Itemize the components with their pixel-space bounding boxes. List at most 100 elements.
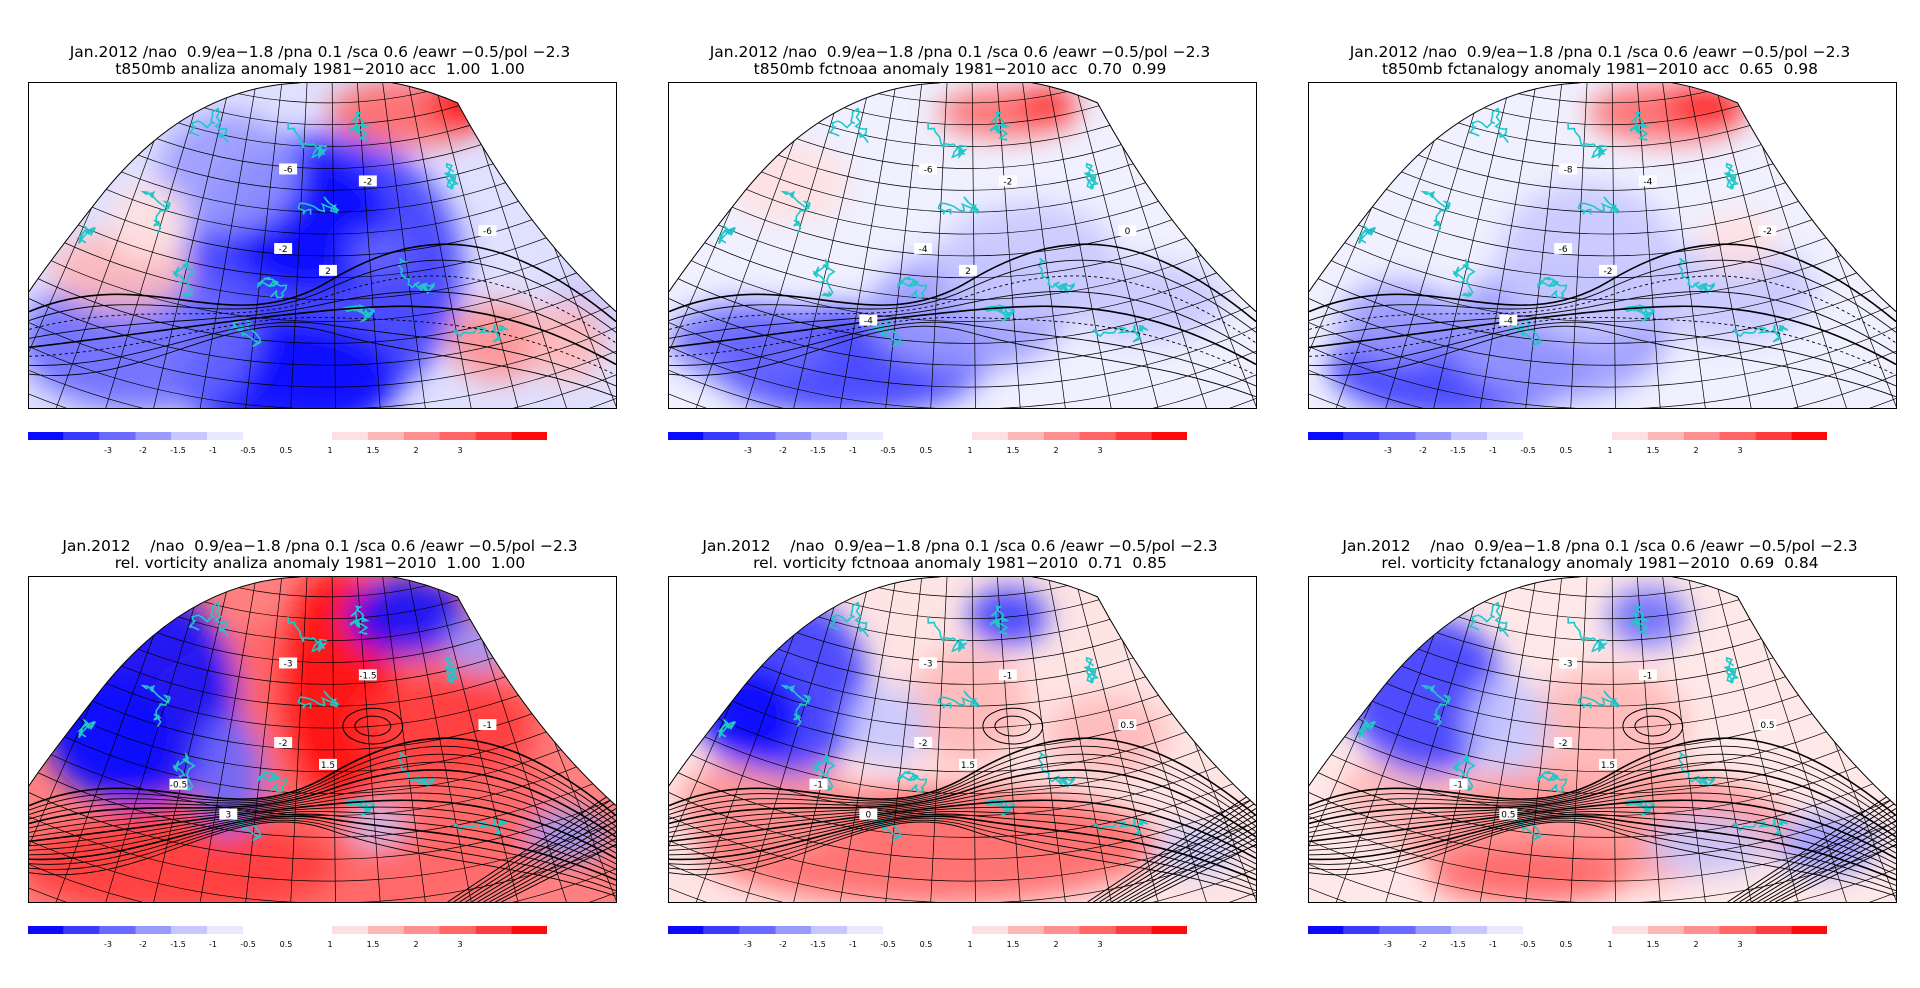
- svg-text:-4: -4: [1643, 177, 1652, 187]
- colorbar-swatch-negative: [775, 432, 812, 440]
- contour-label: -3: [919, 657, 938, 669]
- colorbar-swatch-positive: [1079, 926, 1116, 934]
- colorbar-swatch-negative: [28, 926, 64, 934]
- lat-lon-grid: [1309, 577, 1896, 902]
- colorbar-label: -1: [209, 446, 217, 455]
- colorbar-swatch-negative: [135, 926, 172, 934]
- panel-title-line1: Jan.2012 /nao 0.9/ea−1.8 /pna 0.1 /sca 0…: [62, 537, 578, 555]
- colorbar-swatch-positive: [1151, 432, 1187, 440]
- svg-text:-3: -3: [284, 659, 293, 669]
- contour-label: 2: [959, 264, 977, 277]
- map-panel: Jan.2012 /nao 0.9/ea−1.8 /pna 0.1 /sca 0…: [640, 0, 1280, 494]
- contour-label: -2: [1554, 737, 1573, 749]
- colorbar-swatch-positive: [367, 926, 404, 934]
- colorbar-label: -2: [779, 940, 787, 949]
- colorbar-label: -1: [209, 940, 217, 949]
- svg-text:-2: -2: [919, 739, 928, 749]
- contour-label: 1.5: [319, 758, 337, 771]
- svg-text:-2: -2: [363, 177, 372, 187]
- domain-edge: [669, 83, 1256, 312]
- svg-text:-1: -1: [483, 721, 492, 731]
- colorbar-label: -3: [744, 446, 752, 455]
- domain-edge: [1309, 83, 1896, 312]
- contour-label: -2: [274, 243, 293, 255]
- colorbar: -3 -2 -1.5 -1 -0.5 0.5 1 1.5 2 3: [28, 926, 617, 950]
- colorbar-swatch-negative: [703, 926, 740, 934]
- contour-label: -4: [1638, 175, 1657, 187]
- colorbar-swatch-negative: [1487, 926, 1523, 934]
- contour-label: -1: [998, 669, 1017, 681]
- contour-label: -2: [914, 737, 933, 749]
- colorbar-swatch-negative: [1308, 432, 1344, 440]
- colorbar-swatch-negative: [1308, 926, 1344, 934]
- contour-label: -6: [279, 163, 298, 175]
- colorbar-label: -0.5: [1520, 940, 1536, 949]
- colorbar-label: 0.5: [1559, 446, 1573, 455]
- colorbar-swatch-positive: [1647, 926, 1684, 934]
- coastlines: [1356, 601, 1789, 842]
- svg-text:0: 0: [1125, 227, 1131, 237]
- svg-text:-3: -3: [924, 659, 933, 669]
- domain-edge: [29, 577, 616, 806]
- colorbar-swatch-negative: [703, 432, 740, 440]
- colorbar-label: 3: [1737, 940, 1743, 949]
- map-svg: -6 -2 -2 -6 2: [29, 83, 616, 408]
- colorbar-swatch-negative: [28, 432, 64, 440]
- contour-label: -6: [478, 225, 497, 237]
- colorbar-label: 1.5: [1006, 446, 1020, 455]
- panel-title-line1: Jan.2012 /nao 0.9/ea−1.8 /pna 0.1 /sca 0…: [1342, 537, 1858, 555]
- colorbar-label: 2: [1693, 446, 1699, 455]
- domain-edge: [669, 577, 1256, 806]
- colorbar-swatch-positive: [1115, 926, 1152, 934]
- colorbar-label: 2: [1053, 446, 1059, 455]
- colorbar-swatch-positive: [972, 926, 1008, 934]
- colorbar-label: -1: [849, 446, 857, 455]
- colorbar-label: -1.5: [1450, 940, 1466, 949]
- colorbar-swatch-positive: [1043, 926, 1080, 934]
- svg-text:-2: -2: [1559, 739, 1568, 749]
- colorbar-svg: [28, 926, 547, 934]
- colorbar: -3 -2 -1.5 -1 -0.5 0.5 1 1.5 2 3: [668, 926, 1257, 950]
- colorbar-swatch-positive: [475, 926, 512, 934]
- colorbar-label: -0.5: [240, 940, 256, 949]
- svg-text:-1: -1: [814, 781, 823, 791]
- colorbar-swatch-positive: [1079, 432, 1116, 440]
- colorbar-label: 0.5: [919, 940, 933, 949]
- colorbar-label: 0.5: [919, 446, 933, 455]
- panel-title-line1: Jan.2012 /nao 0.9/ea−1.8 /pna 0.1 /sca 0…: [1349, 43, 1851, 61]
- svg-text:2: 2: [325, 267, 331, 277]
- contour-label: 0.5: [1118, 719, 1137, 731]
- colorbar-label: 3: [457, 940, 463, 949]
- colorbar-swatch-positive: [1683, 432, 1720, 440]
- colorbar-label: -1.5: [810, 446, 826, 455]
- colorbar-swatch-negative: [207, 432, 243, 440]
- colorbar-label: -0.5: [240, 446, 256, 455]
- map-frame: -3 -2 -1 0.5 1.5 0.5 -1: [1308, 576, 1897, 903]
- contour-lines: [1309, 243, 1896, 398]
- colorbar-svg: [28, 432, 547, 440]
- panel-title-line2: rel. vorticity analiza anomaly 1981−2010…: [114, 554, 526, 572]
- contour-lines: [29, 243, 616, 398]
- colorbar-label: 1: [327, 940, 333, 949]
- svg-text:-1: -1: [1454, 781, 1463, 791]
- svg-text:-2: -2: [1604, 267, 1613, 277]
- colorbar-label: -1: [849, 940, 857, 949]
- map-panel: Jan.2012 /nao 0.9/ea−1.8 /pna 0.1 /sca 0…: [640, 494, 1280, 988]
- svg-text:-2: -2: [1763, 227, 1772, 237]
- colorbar-swatch-negative: [739, 432, 776, 440]
- colorbar-swatch-negative: [171, 926, 208, 934]
- svg-text:-6: -6: [924, 165, 933, 175]
- colorbar-label: 1: [1607, 940, 1613, 949]
- colorbar-swatch-positive: [1115, 432, 1152, 440]
- colorbar-swatch-positive: [1755, 432, 1792, 440]
- colorbar-swatch-negative: [668, 432, 704, 440]
- colorbar-swatch-positive: [1007, 926, 1044, 934]
- colorbar-label: 1: [327, 446, 333, 455]
- colorbar-label: -1: [1489, 446, 1497, 455]
- svg-text:-6: -6: [483, 227, 492, 237]
- map-frame: -6 -2 -2 -6 2: [28, 82, 617, 409]
- colorbar-swatch-negative: [668, 926, 704, 934]
- domain-edge: [1309, 577, 1896, 806]
- colorbar-label: 1.5: [366, 940, 380, 949]
- colorbar-label: -3: [744, 940, 752, 949]
